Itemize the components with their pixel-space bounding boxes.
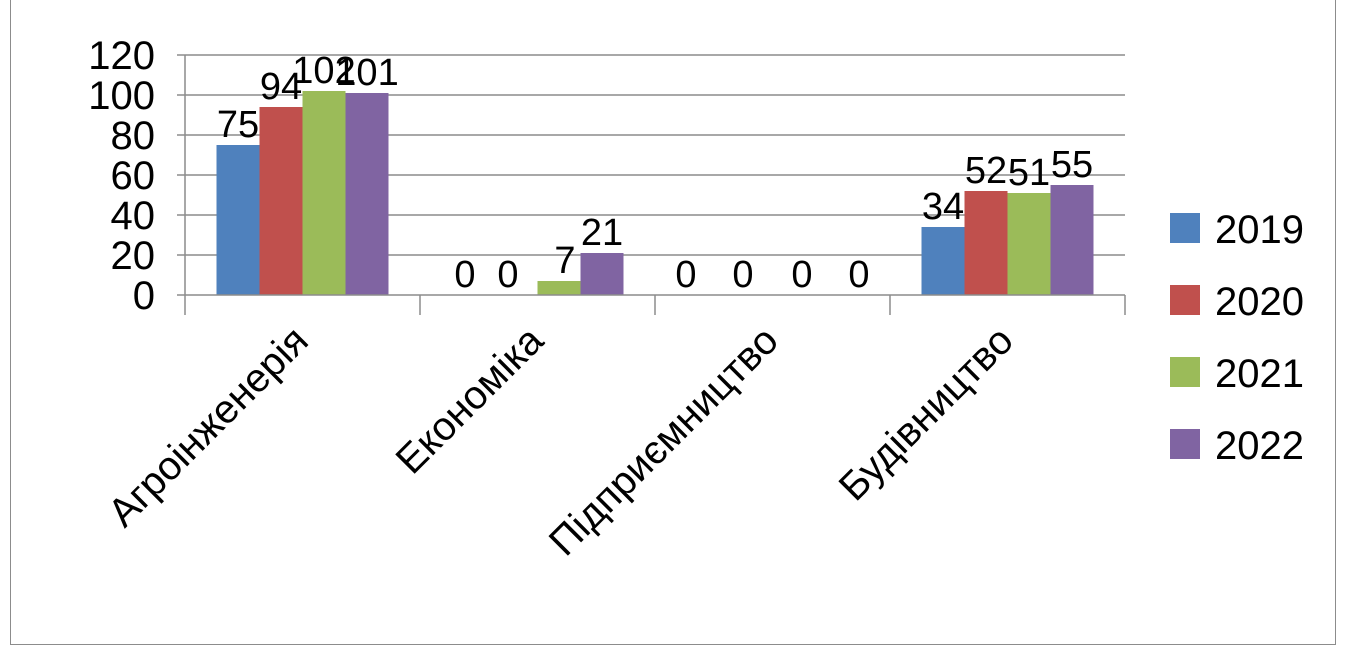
bar-2022-3: [1050, 185, 1094, 295]
bar-2020-3: [964, 191, 1008, 295]
data-label: 0: [454, 254, 475, 296]
data-label: 75: [217, 104, 259, 146]
y-tick-label: 0: [133, 274, 155, 318]
legend-swatch-2022: [1170, 429, 1200, 459]
bar-2022-0: [345, 93, 389, 295]
legend-swatch-2021: [1170, 357, 1200, 387]
bars: [216, 91, 1094, 295]
chart-frame: [10, 0, 1336, 645]
data-label: 102: [292, 50, 355, 92]
data-label: 0: [675, 254, 696, 296]
y-tick-label: 40: [111, 194, 156, 238]
bar-2019-0: [216, 145, 260, 295]
legend-swatch-2019: [1170, 213, 1200, 243]
y-tick-label: 60: [111, 154, 156, 198]
bar-2021-1: [537, 281, 581, 295]
y-tick-label: 100: [88, 74, 155, 118]
y-tick-label: 120: [88, 34, 155, 78]
bar-2021-3: [1007, 193, 1051, 295]
data-label: 7: [554, 240, 575, 282]
data-label: 0: [848, 254, 869, 296]
data-label: 0: [791, 254, 812, 296]
x-category-label: Економіка: [388, 318, 553, 483]
x-category-label: Агроінженерія: [100, 318, 317, 535]
x-category-label: Будівництво: [831, 318, 1022, 509]
bar-2019-3: [921, 227, 965, 295]
data-label: 0: [497, 254, 518, 296]
bar-2021-0: [302, 91, 346, 295]
y-tick-label: 80: [111, 114, 156, 158]
legend-label: 2021: [1215, 352, 1304, 396]
legend-swatch-2020: [1170, 285, 1200, 315]
y-tick-label: 20: [111, 234, 156, 278]
data-label: 0: [732, 254, 753, 296]
legend-label: 2020: [1215, 280, 1304, 324]
data-label: 94: [260, 66, 302, 108]
legend-label: 2022: [1215, 424, 1304, 468]
data-label: 21: [581, 212, 623, 254]
bar-2020-0: [259, 107, 303, 295]
legend-label: 2019: [1215, 208, 1304, 252]
legend: 2019 2020 2021 2022: [1170, 208, 1304, 468]
data-label: 55: [1051, 144, 1093, 186]
x-category-label: Підприємництво: [541, 318, 787, 564]
data-label: 34: [922, 186, 964, 228]
bar-2022-1: [580, 253, 624, 295]
data-label: 101: [335, 52, 398, 94]
data-label: 52: [965, 150, 1007, 192]
data-label: 51: [1008, 152, 1050, 194]
